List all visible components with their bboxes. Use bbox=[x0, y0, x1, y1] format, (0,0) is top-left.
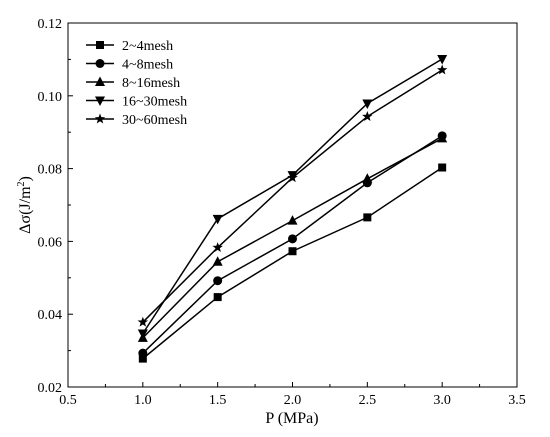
legend-item: 30~60mesh bbox=[86, 113, 187, 128]
x-tick-label: 3.5 bbox=[508, 393, 526, 408]
series-line bbox=[142, 69, 443, 323]
data-point bbox=[438, 163, 447, 172]
x-tick-label: 2.5 bbox=[359, 393, 377, 408]
x-axis-title: P (MPa) bbox=[265, 410, 318, 427]
x-axis: 0.5 1.0 1.5 2.0 2.5 3.0 3.5 bbox=[59, 382, 526, 408]
legend-item: 2~4mesh bbox=[86, 39, 173, 54]
legend-marker bbox=[95, 96, 105, 106]
data-point bbox=[212, 242, 223, 253]
y-axis-title-main: Δσ(J/m bbox=[17, 186, 34, 234]
data-point bbox=[213, 276, 223, 286]
legend-label: 16~30mesh bbox=[122, 95, 187, 110]
data-point bbox=[362, 173, 373, 183]
legend-item: 16~30mesh bbox=[86, 95, 187, 110]
legend-marker bbox=[94, 113, 106, 124]
x-tick-label: 1.5 bbox=[209, 393, 227, 408]
legend-marker bbox=[95, 76, 105, 86]
legend-item: 4~8mesh bbox=[86, 58, 173, 73]
series-line bbox=[142, 166, 443, 360]
y-axis-title: Δσ(J/m2) bbox=[16, 176, 34, 234]
series-line bbox=[142, 135, 443, 354]
legend-marker bbox=[95, 59, 105, 68]
y-axis: 0.02 0.04 0.06 0.08 0.10 0.12 bbox=[38, 17, 73, 396]
data-point bbox=[138, 348, 148, 358]
x-tick-label: 3.0 bbox=[433, 393, 451, 408]
data-point bbox=[213, 293, 222, 302]
legend-label: 8~16mesh bbox=[122, 76, 180, 91]
y-axis-title-superscript: 2 bbox=[16, 181, 27, 186]
series-layer bbox=[137, 55, 448, 363]
y-axis-title-close: ) bbox=[17, 176, 34, 181]
legend-label: 2~4mesh bbox=[122, 39, 173, 54]
legend-label: 30~60mesh bbox=[122, 113, 187, 128]
data-point bbox=[437, 132, 448, 143]
legend-label: 4~8mesh bbox=[122, 58, 173, 73]
y-tick-label: 0.10 bbox=[38, 90, 63, 105]
data-point bbox=[436, 64, 448, 75]
x-tick-label: 2.0 bbox=[284, 393, 302, 408]
data-point bbox=[138, 354, 147, 363]
data-point bbox=[287, 172, 298, 183]
y-tick-label: 0.12 bbox=[38, 17, 63, 32]
data-point bbox=[288, 247, 297, 256]
x-tick-label: 1.0 bbox=[134, 393, 152, 408]
data-point bbox=[212, 256, 223, 266]
data-point bbox=[288, 234, 297, 244]
data-point bbox=[212, 214, 223, 225]
y-tick-label: 0.08 bbox=[38, 163, 63, 178]
series-2~4mesh bbox=[138, 163, 447, 363]
data-point bbox=[437, 55, 448, 65]
legend-marker bbox=[96, 41, 104, 49]
data-point bbox=[137, 316, 149, 327]
y-tick-label: 0.04 bbox=[38, 308, 63, 323]
legend-item: 8~16mesh bbox=[86, 76, 180, 91]
y-tick-label: 0.02 bbox=[38, 381, 63, 396]
data-point bbox=[363, 213, 372, 222]
legend: 2~4mesh 4~8mesh 8~16mesh 16~30mesh 30~60mesh bbox=[86, 39, 187, 128]
y-tick-label: 0.06 bbox=[38, 235, 63, 250]
series-8~16mesh bbox=[137, 132, 448, 342]
data-point bbox=[362, 99, 373, 109]
series-30~60mesh bbox=[137, 64, 448, 327]
x-tick-label: 0.5 bbox=[59, 393, 77, 408]
data-point bbox=[137, 329, 148, 339]
data-point bbox=[362, 111, 373, 121]
data-point bbox=[287, 215, 298, 225]
